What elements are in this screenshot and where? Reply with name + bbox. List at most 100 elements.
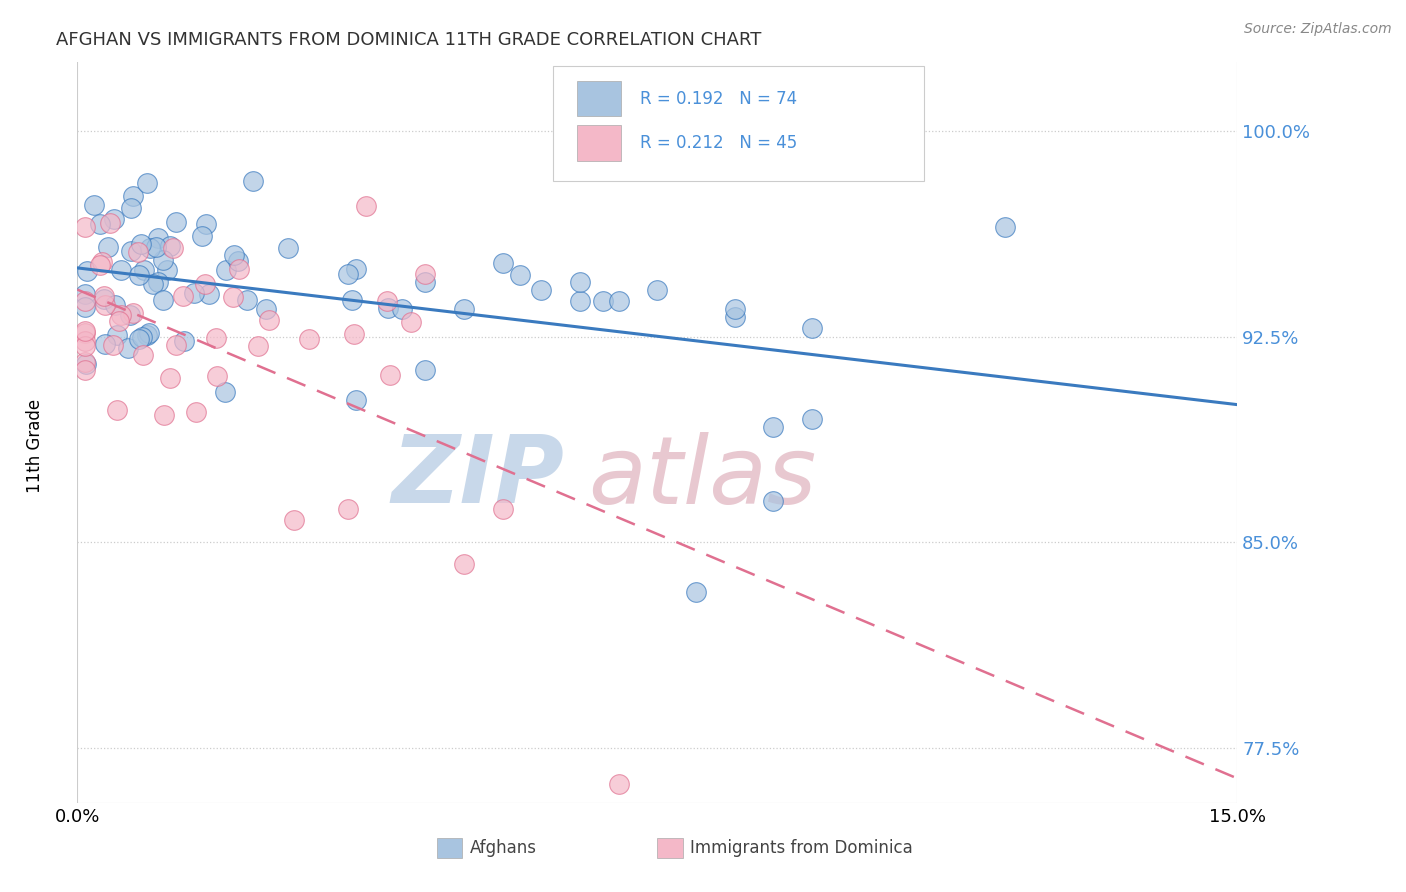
Point <box>159 371 181 385</box>
Point <box>222 248 245 262</box>
Point <box>91 255 114 269</box>
Point <box>107 314 129 328</box>
Point <box>277 241 299 255</box>
Point <box>198 287 221 301</box>
Point <box>105 402 128 417</box>
Point <box>254 302 277 317</box>
Text: atlas: atlas <box>588 432 815 523</box>
Point <box>136 177 159 191</box>
Point <box>132 348 155 362</box>
Point <box>138 326 160 340</box>
Point <box>122 189 145 203</box>
Point <box>190 228 212 243</box>
FancyBboxPatch shape <box>553 66 924 181</box>
Point <box>453 302 475 317</box>
Point <box>127 244 149 259</box>
Point <box>492 502 515 516</box>
Point <box>607 776 630 790</box>
Point <box>93 292 115 306</box>
Text: R = 0.212   N = 45: R = 0.212 N = 45 <box>640 134 797 153</box>
Point <box>337 502 360 516</box>
Point <box>131 329 153 343</box>
Point <box>117 341 139 355</box>
Point <box>104 298 127 312</box>
Point <box>762 420 785 434</box>
Point <box>166 338 188 352</box>
Point <box>75 355 96 369</box>
Point <box>194 277 217 291</box>
Point <box>122 306 145 320</box>
Point <box>391 302 413 317</box>
Point <box>344 392 367 407</box>
Point <box>283 513 305 527</box>
Bar <box>578 126 621 161</box>
Point <box>128 268 150 283</box>
Point <box>146 276 169 290</box>
Point <box>94 298 117 312</box>
Point <box>156 263 179 277</box>
Point <box>215 263 238 277</box>
Point <box>762 494 785 508</box>
Point <box>75 300 96 314</box>
Point <box>89 217 111 231</box>
Point <box>569 293 592 308</box>
Point <box>492 255 515 269</box>
Point <box>194 217 217 231</box>
Point <box>75 334 96 348</box>
Point <box>152 252 174 267</box>
Point <box>110 308 132 322</box>
Text: AFGHAN VS IMMIGRANTS FROM DOMINICA 11TH GRADE CORRELATION CHART: AFGHAN VS IMMIGRANTS FROM DOMINICA 11TH … <box>56 31 762 49</box>
Point <box>228 253 250 268</box>
Bar <box>578 81 621 117</box>
Point <box>152 293 174 308</box>
Point <box>75 363 96 377</box>
Point <box>380 368 402 382</box>
Text: Source: ZipAtlas.com: Source: ZipAtlas.com <box>1244 22 1392 37</box>
Point <box>165 214 187 228</box>
Point <box>75 294 96 309</box>
Point <box>236 293 259 307</box>
Point <box>344 262 367 277</box>
Point <box>89 258 111 272</box>
Point <box>994 219 1017 234</box>
Point <box>139 241 162 255</box>
Point <box>569 275 592 289</box>
Point <box>222 290 245 304</box>
Point <box>94 337 117 351</box>
Point <box>205 331 228 345</box>
Point <box>83 198 105 212</box>
Point <box>120 201 142 215</box>
Point <box>509 268 531 283</box>
Point <box>246 338 269 352</box>
Point <box>399 315 422 329</box>
Point <box>75 339 96 353</box>
Point <box>607 293 630 308</box>
Point <box>205 369 228 384</box>
Point <box>647 283 669 297</box>
Point <box>97 240 120 254</box>
Point <box>153 408 176 422</box>
Point <box>128 332 150 346</box>
Point <box>453 558 475 572</box>
Point <box>724 302 747 317</box>
Point <box>413 275 436 289</box>
Point <box>530 283 553 297</box>
Point <box>413 363 436 377</box>
Point <box>228 262 250 277</box>
Point <box>98 216 121 230</box>
Point <box>129 237 152 252</box>
Point <box>377 301 399 315</box>
Point <box>173 334 195 349</box>
Point <box>375 293 398 308</box>
Point <box>242 174 264 188</box>
Point <box>159 239 181 253</box>
Point <box>76 263 98 277</box>
Point <box>592 293 614 308</box>
Point <box>183 285 205 300</box>
Point <box>413 267 436 281</box>
Point <box>103 212 125 227</box>
Text: Immigrants from Dominica: Immigrants from Dominica <box>690 839 912 857</box>
Point <box>110 262 132 277</box>
Point <box>259 313 281 327</box>
Point <box>184 405 207 419</box>
